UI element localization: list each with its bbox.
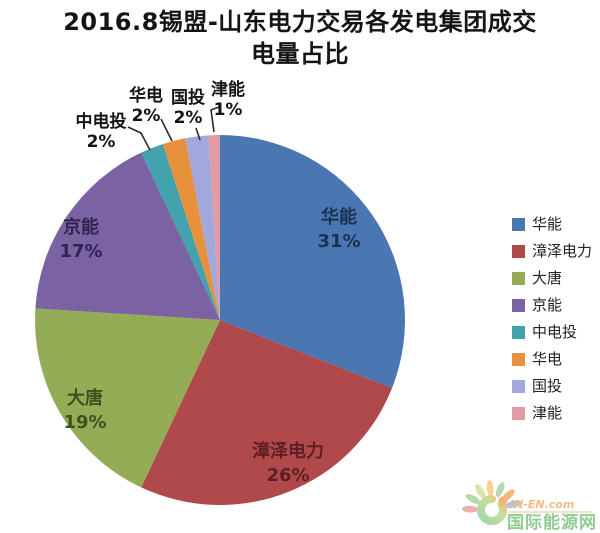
leader-line-jinneng	[210, 106, 220, 133]
legend-label: 华能	[532, 214, 563, 233]
watermark-name-text: 国际能源网	[507, 512, 597, 533]
legend-swatch-icon	[512, 244, 525, 258]
pie-slice-zhongdiantou	[141, 144, 220, 320]
slice-label-name: 津能	[211, 80, 245, 100]
legend-swatch-icon	[512, 379, 525, 393]
legend-swatch-icon	[512, 406, 525, 420]
watermark-petal-icon	[486, 480, 494, 497]
slice-label-jingneng: 京能 17%	[59, 216, 102, 264]
slice-label-percent: 19%	[63, 412, 107, 433]
legend-swatch-icon	[512, 271, 525, 285]
legend-swatch-icon	[512, 325, 525, 339]
legend-item-zhongdiantou: 中电投	[512, 322, 592, 341]
pie-slice-zhangze-power	[141, 320, 392, 506]
legend-swatch-icon	[512, 217, 525, 231]
legend-item-zhangze-power: 漳泽电力	[512, 241, 593, 260]
watermark-petal-icon	[495, 482, 505, 498]
slice-label-percent: 2%	[131, 106, 161, 126]
slice-label-percent: 2%	[173, 108, 203, 128]
slice-label-percent: 31%	[317, 231, 361, 252]
slice-label-name: 国投	[171, 88, 205, 108]
legend-swatch-icon	[512, 298, 525, 312]
slice-label-huadian: 华电 2%	[129, 86, 163, 126]
slice-label-zhangze-power: 漳泽电力 26%	[252, 440, 324, 488]
watermark-petal-icon	[465, 494, 481, 504]
legend-label: 漳泽电力	[532, 241, 593, 260]
slice-label-percent: 26%	[266, 465, 310, 486]
pie-slice-huadian	[162, 138, 220, 320]
legend-label: 津能	[532, 403, 563, 422]
chart-title-line1: 2016.8锡盟-山东电力交易各发电集团成交	[63, 8, 537, 36]
legend: 华能漳泽电力大唐京能中电投华电国投津能	[512, 214, 593, 422]
legend-label: 华电	[532, 349, 563, 368]
legend-item-datang: 大唐	[512, 268, 592, 287]
slice-label-name: 京能	[63, 217, 99, 238]
legend-item-guotou: 国投	[512, 376, 592, 395]
leader-line-guotou	[195, 127, 201, 141]
legend-label: 京能	[532, 295, 563, 314]
slice-label-name: 漳泽电力	[252, 441, 324, 462]
pie-slice-jingneng	[35, 152, 221, 320]
pie-slice-datang	[35, 308, 220, 488]
pie-slice-huaneng	[220, 135, 405, 389]
chart-title-line2: 电量占比	[251, 40, 349, 68]
slice-label-zhongdiantou: 中电投 2%	[76, 112, 127, 152]
legend-label: 大唐	[532, 268, 563, 287]
chart-title: 2016.8锡盟-山东电力交易各发电集团成交 电量占比	[0, 6, 600, 70]
leader-line-huadian	[160, 118, 173, 142]
watermark-swirl-icon	[477, 495, 507, 525]
slice-label-name: 大唐	[67, 388, 103, 409]
legend-item-huaneng: 华能	[512, 214, 592, 233]
slice-label-huaneng: 华能 31%	[317, 206, 360, 254]
slice-label-datang: 大唐 19%	[63, 387, 106, 435]
slice-label-percent: 17%	[59, 241, 103, 262]
watermark-petal-icon	[462, 505, 478, 513]
legend-item-huadian: 华电	[512, 349, 592, 368]
slice-label-percent: 1%	[213, 100, 243, 120]
legend-item-jingneng: 京能	[512, 295, 592, 314]
legend-swatch-icon	[512, 352, 525, 366]
slice-label-name: 华电	[129, 86, 163, 106]
legend-item-jinneng: 津能	[512, 403, 592, 422]
watermark-logo: IN-EN.com 国际能源网	[462, 480, 597, 533]
watermark-petal-icon	[505, 500, 522, 509]
slice-label-name: 华能	[321, 207, 357, 228]
pie-slice-jinneng	[208, 135, 220, 320]
slice-label-jinneng: 津能 1%	[211, 80, 245, 120]
watermark-dot-icon	[498, 496, 508, 506]
slice-label-guotou: 国投 2%	[171, 88, 205, 128]
watermark-site-text: IN-EN.com	[510, 498, 574, 511]
pie-slice-guotou	[185, 135, 220, 320]
legend-label: 中电投	[532, 322, 578, 341]
slice-label-percent: 2%	[86, 132, 116, 152]
watermark-petal-icon	[475, 484, 486, 499]
leader-line-zhongdiantou	[127, 126, 151, 151]
slice-label-name: 中电投	[75, 112, 127, 132]
legend-label: 国投	[532, 376, 563, 395]
